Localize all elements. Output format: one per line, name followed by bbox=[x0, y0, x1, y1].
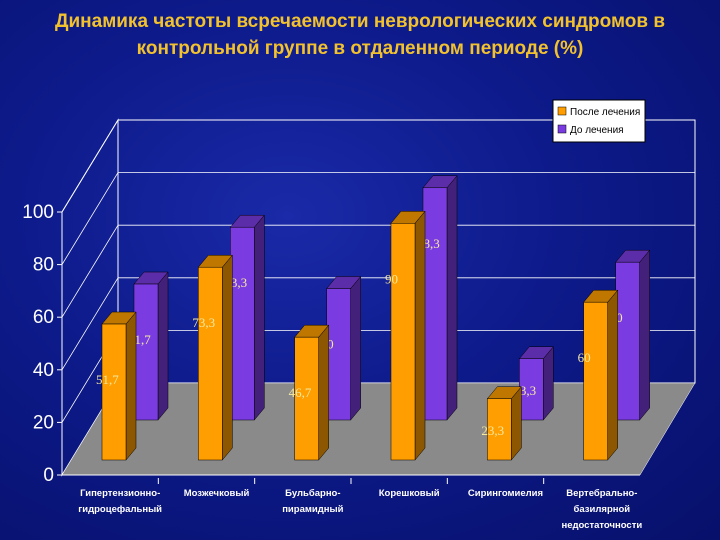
bar-after-0 bbox=[101, 311, 137, 461]
gridline-side bbox=[61, 119, 119, 213]
bar-before-2 bbox=[326, 275, 362, 421]
bar-side bbox=[318, 324, 329, 461]
bar-side bbox=[607, 289, 618, 461]
category-label-line: Гипертензионно- bbox=[80, 488, 160, 499]
bar-side bbox=[511, 386, 522, 461]
bar-front bbox=[519, 358, 544, 421]
bar-front bbox=[230, 226, 255, 421]
y-tick-label: 100 bbox=[22, 202, 54, 223]
y-tick-label: 40 bbox=[33, 360, 54, 381]
bar-after-5 bbox=[583, 289, 619, 461]
category-label-1: Мозжечковый bbox=[184, 488, 250, 499]
bar-before-5 bbox=[615, 249, 651, 421]
y-tick-label: 80 bbox=[33, 255, 54, 276]
bar-after-4 bbox=[486, 386, 522, 461]
category-label-3: Корешковый bbox=[379, 488, 440, 499]
category-label-4: Сирингомиелия bbox=[468, 488, 543, 499]
category-label-0: Гипертензионно-гидроцефальный bbox=[78, 488, 162, 515]
category-label-line: базилярной bbox=[574, 504, 631, 515]
bar-before-1 bbox=[229, 214, 265, 421]
data-label-after-3: 90 bbox=[385, 271, 398, 286]
data-label-after-2: 46,7 bbox=[289, 385, 312, 400]
bar-front bbox=[101, 323, 127, 461]
y-tick-label: 20 bbox=[33, 412, 54, 433]
category-label-line: Бульбарно- bbox=[285, 488, 340, 499]
bar-side bbox=[125, 311, 137, 461]
y-tick-label: 60 bbox=[33, 307, 54, 328]
legend-swatch-1 bbox=[557, 124, 567, 134]
gridline-side bbox=[61, 224, 119, 318]
category-label-line: гидроцефальный bbox=[78, 504, 162, 515]
category-label-line: пирамидный bbox=[282, 504, 343, 515]
category-label-line: Вертебрально- bbox=[566, 488, 637, 499]
category-label-5: Вертебрально-базилярной недостаточности bbox=[561, 488, 642, 531]
bar-after-3 bbox=[390, 210, 426, 461]
bar-front bbox=[422, 187, 448, 421]
category-label-line: Корешковый bbox=[379, 488, 440, 499]
data-label-after-4: 23,3 bbox=[481, 423, 504, 438]
chart-title-line-2: контрольной группе в отдаленном периоде … bbox=[136, 38, 584, 59]
data-label-after-1: 73,3 bbox=[192, 315, 215, 330]
bar-front bbox=[294, 336, 319, 461]
chart-title: Динамика частоты всречаемости неврологич… bbox=[0, 8, 720, 62]
gridline-side bbox=[61, 172, 119, 265]
bar-after-1 bbox=[197, 254, 233, 461]
bar-front bbox=[615, 261, 640, 421]
bar-side bbox=[350, 275, 361, 421]
bar-side bbox=[639, 249, 650, 421]
category-label-line: Мозжечковый bbox=[184, 488, 250, 499]
bar-front bbox=[133, 283, 159, 421]
bar-side bbox=[157, 271, 169, 421]
bar-side bbox=[446, 175, 458, 421]
legend-swatch-0 bbox=[557, 106, 567, 116]
bar-front bbox=[583, 301, 608, 461]
bar-front bbox=[390, 223, 416, 461]
legend: После лечения До лечения bbox=[552, 99, 646, 143]
bar-front bbox=[487, 398, 512, 461]
bar-before-3 bbox=[422, 175, 458, 421]
bar-side bbox=[543, 346, 554, 421]
y-tick-label: 0 bbox=[43, 465, 54, 486]
legend-label-0: После лечения bbox=[570, 107, 640, 118]
gridline-side bbox=[61, 277, 119, 371]
bar-front bbox=[326, 288, 351, 421]
data-label-after-0: 51,7 bbox=[96, 372, 119, 387]
bar-before-4 bbox=[518, 346, 554, 421]
bar-side bbox=[414, 210, 426, 461]
bar-after-2 bbox=[294, 324, 330, 461]
chart-title-line-1: Динамика частоты всречаемости неврологич… bbox=[54, 11, 666, 32]
category-label-line: Сирингомиелия bbox=[468, 488, 543, 499]
bar-before-0 bbox=[133, 271, 169, 421]
category-label-line: недостаточности bbox=[561, 520, 642, 531]
legend-label-1: До лечения bbox=[570, 125, 624, 136]
legend-box bbox=[552, 99, 646, 143]
bar-side bbox=[222, 254, 233, 461]
category-label-2: Бульбарно-пирамидный bbox=[282, 488, 343, 515]
bar-front bbox=[198, 266, 223, 461]
bar-side bbox=[254, 214, 265, 421]
data-label-after-5: 60 bbox=[578, 350, 591, 365]
